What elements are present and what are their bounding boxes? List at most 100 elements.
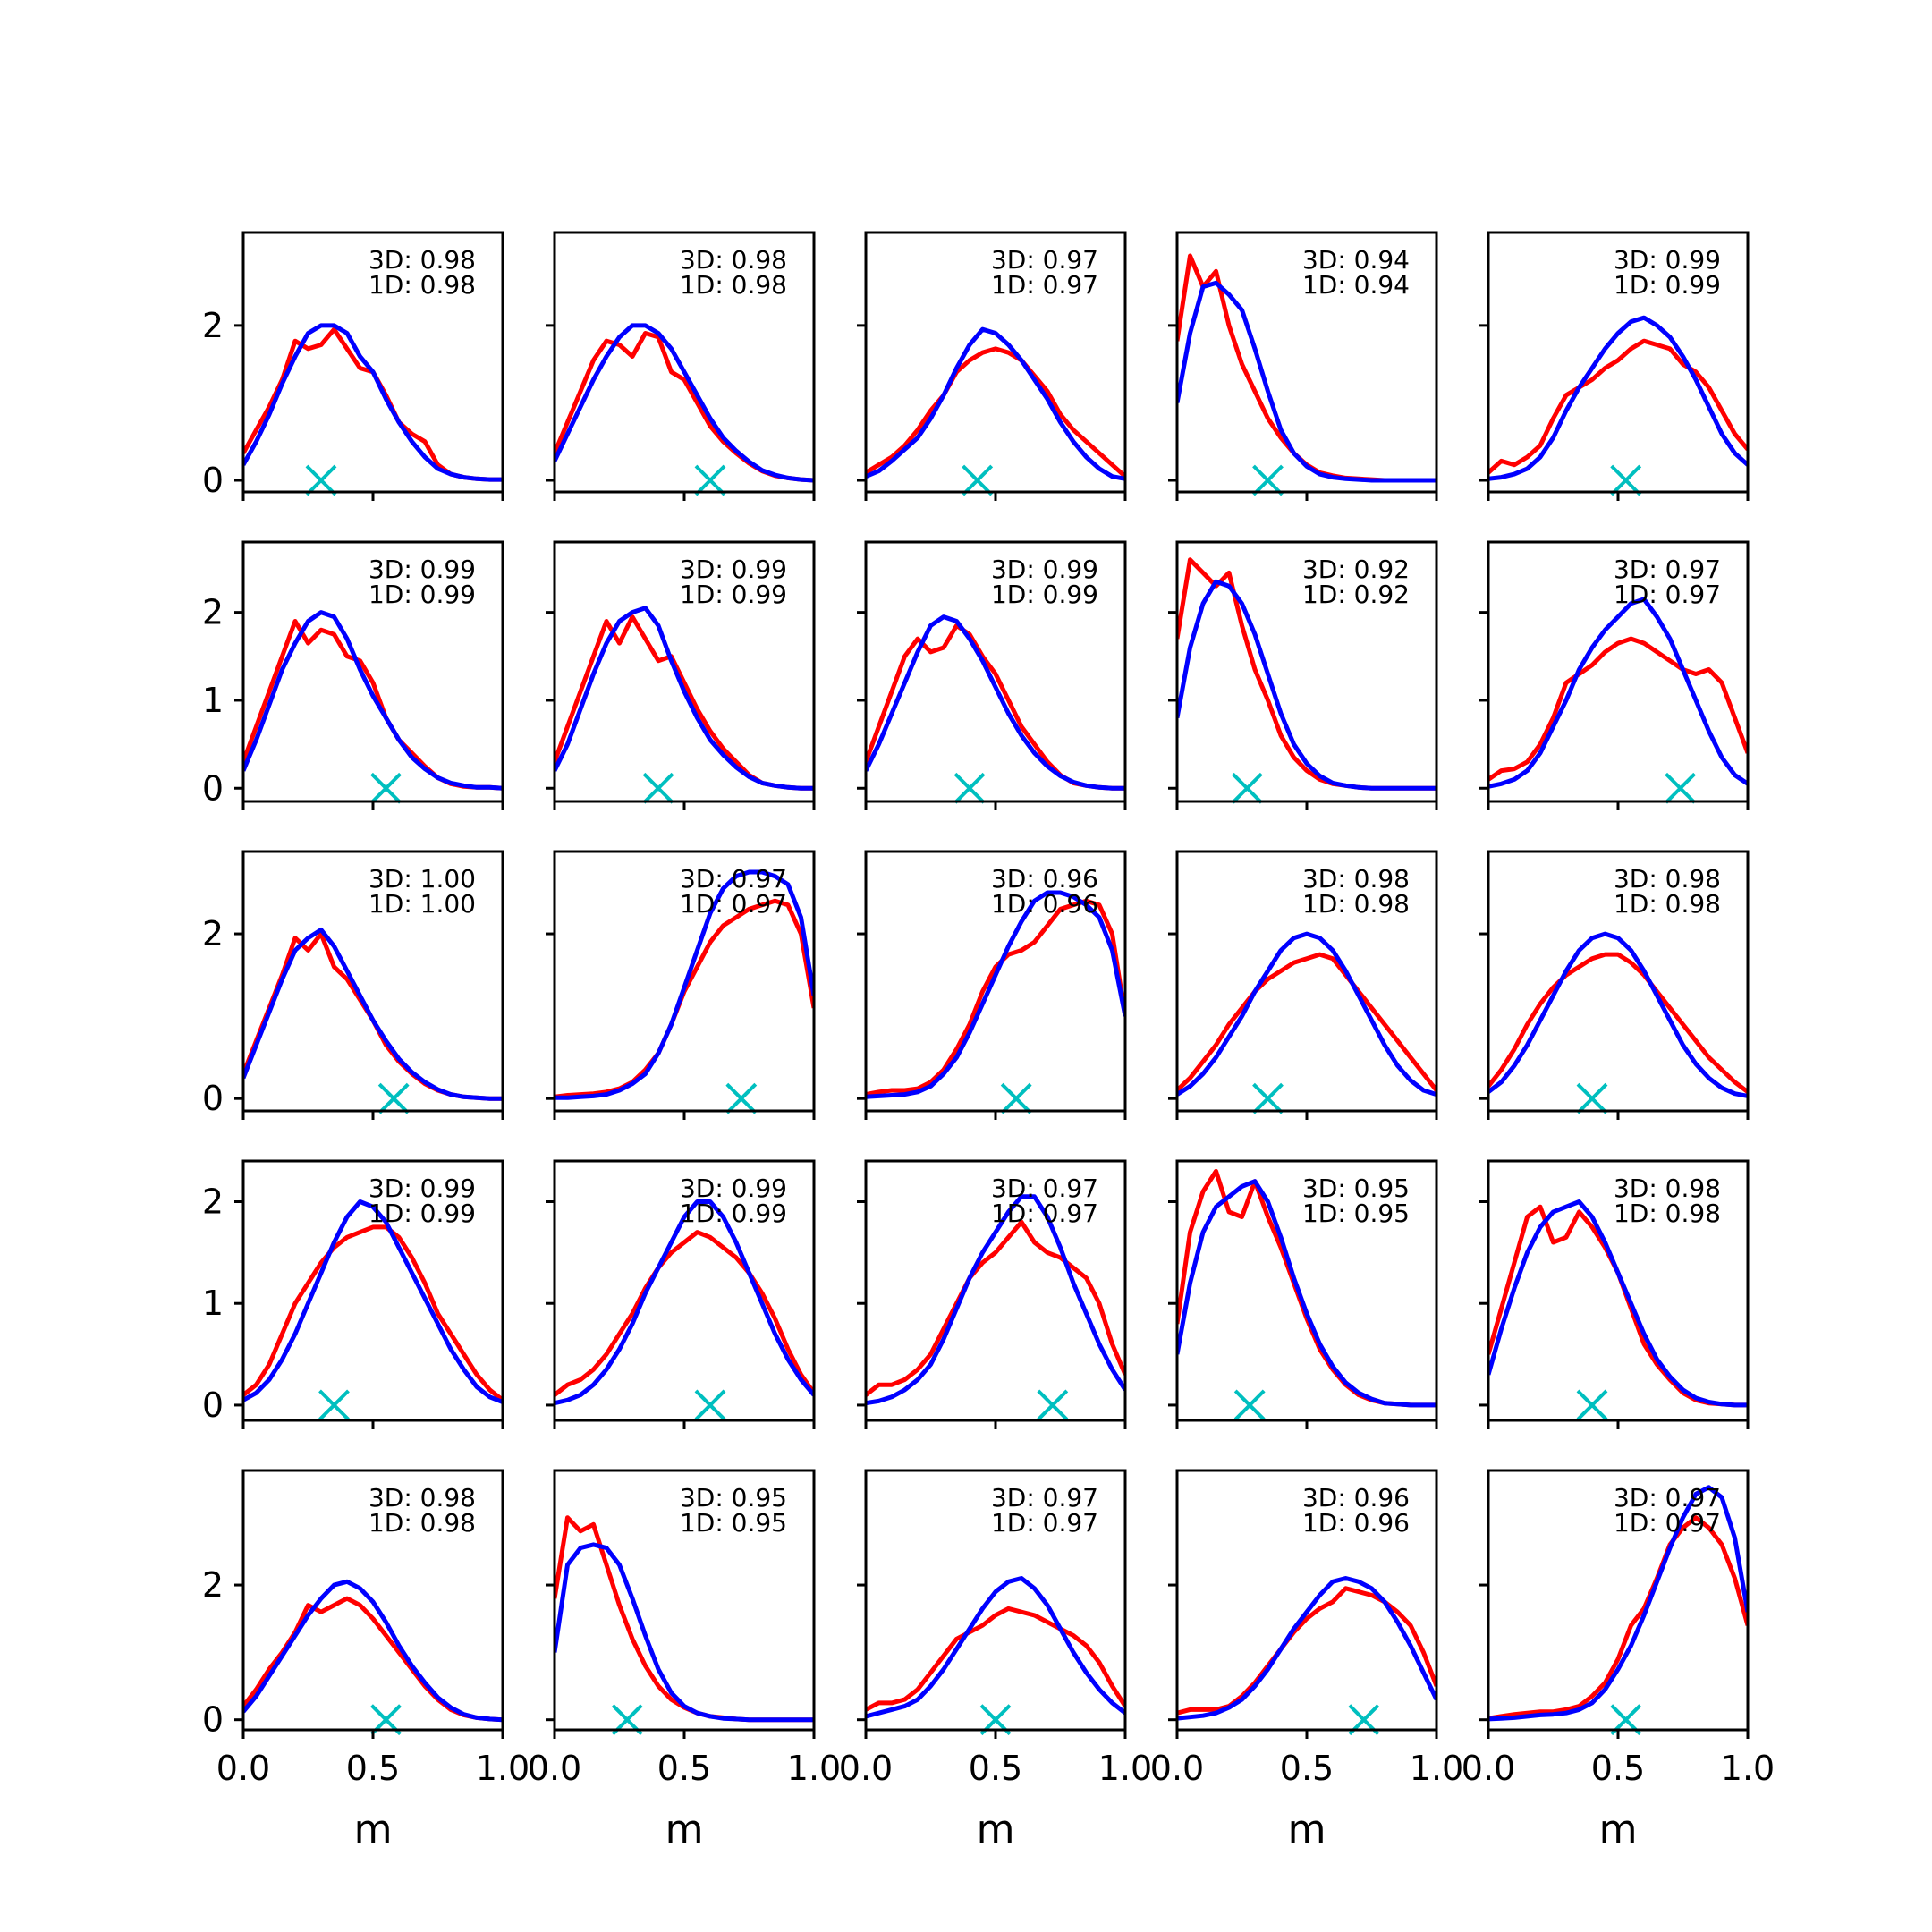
x-marker	[1000, 1082, 1032, 1114]
blue-curve	[243, 610, 503, 791]
blue-curve	[1177, 931, 1436, 1097]
y-tick-label: 0	[202, 768, 224, 808]
score-annotation: 1D: 0.99	[680, 1199, 787, 1228]
score-annotation: 1D: 0.98	[369, 270, 476, 300]
blue-curve	[1488, 315, 1748, 481]
red-curve	[555, 898, 814, 1099]
y-tick-label: 2	[202, 914, 224, 953]
score-annotation: 3D: 0.98	[1614, 864, 1721, 894]
x-tick-label: 1.0	[476, 1749, 530, 1788]
blue-curve	[555, 1542, 814, 1723]
blue-curve	[243, 1579, 503, 1723]
score-annotation: 3D: 0.99	[1614, 245, 1721, 275]
red-curve	[555, 614, 814, 791]
x-marker	[377, 1082, 410, 1114]
score-annotation: 1D: 0.98	[1614, 1199, 1721, 1228]
red-curve	[555, 1515, 814, 1723]
score-annotation: 3D: 0.98	[369, 1483, 476, 1513]
y-tick-label: 0	[202, 461, 224, 500]
score-annotation: 3D: 0.98	[1302, 864, 1410, 894]
x-axis-label: m	[977, 1807, 1015, 1852]
score-annotation: 3D: 0.99	[991, 555, 1098, 584]
x-marker	[1252, 1082, 1284, 1114]
score-annotation: 3D: 0.95	[1302, 1174, 1410, 1203]
x-axis-label: m	[1599, 1807, 1638, 1852]
x-tick-label: 0.5	[969, 1749, 1022, 1788]
blue-curve	[243, 928, 503, 1101]
y-tick-label: 2	[202, 593, 224, 632]
x-tick-label: 1.0	[1410, 1749, 1463, 1788]
score-annotation: 3D: 0.95	[680, 1483, 787, 1513]
x-marker	[318, 1389, 350, 1421]
score-annotation: 1D: 0.98	[369, 1508, 476, 1538]
score-annotation: 3D: 0.96	[991, 864, 1098, 894]
x-marker	[1252, 464, 1284, 496]
score-annotation: 3D: 0.99	[680, 1174, 787, 1203]
y-tick-label: 2	[202, 306, 224, 345]
blue-curve	[866, 614, 1125, 791]
score-annotation: 3D: 0.96	[1302, 1483, 1410, 1513]
score-annotation: 1D: 0.99	[1614, 270, 1721, 300]
red-curve	[866, 898, 1125, 1097]
x-marker	[962, 464, 994, 496]
x-marker	[1233, 1389, 1266, 1421]
x-marker	[1665, 772, 1697, 804]
score-annotation: 3D: 0.97	[991, 1174, 1098, 1203]
score-annotation: 3D: 0.94	[1302, 245, 1410, 275]
score-annotation: 1D: 0.97	[991, 1199, 1098, 1228]
score-annotation: 1D: 0.95	[680, 1508, 787, 1538]
score-annotation: 3D: 0.97	[680, 864, 787, 894]
score-annotation: 3D: 0.92	[1302, 555, 1410, 584]
x-marker	[1231, 772, 1263, 804]
blue-curve	[1488, 1485, 1748, 1722]
red-curve	[1488, 636, 1748, 782]
x-tick-label: 0.0	[1462, 1749, 1515, 1788]
x-marker	[725, 1082, 758, 1114]
score-annotation: 1D: 0.98	[1302, 889, 1410, 919]
x-marker	[642, 772, 674, 804]
score-annotation: 1D: 0.97	[1614, 1508, 1721, 1538]
score-annotation: 1D: 0.98	[1614, 889, 1721, 919]
red-curve	[243, 326, 503, 482]
y-tick-label: 2	[202, 1182, 224, 1221]
x-tick-label: 1.0	[1721, 1749, 1775, 1788]
y-tick-label: 0	[202, 1079, 224, 1118]
blue-curve	[555, 606, 814, 791]
y-tick-label: 0	[202, 1700, 224, 1740]
score-annotation: 1D: 0.92	[1302, 580, 1410, 609]
y-tick-label: 1	[202, 1284, 224, 1323]
blue-curve	[1488, 1199, 1748, 1408]
x-marker	[694, 1389, 726, 1421]
score-annotation: 3D: 0.97	[991, 1483, 1098, 1513]
x-tick-label: 0.5	[657, 1749, 711, 1788]
score-annotation: 1D: 0.99	[369, 1199, 476, 1228]
score-annotation: 3D: 0.98	[680, 245, 787, 275]
red-curve	[243, 1224, 503, 1402]
blue-curve	[1177, 1179, 1436, 1408]
score-annotation: 1D: 0.96	[991, 889, 1098, 919]
x-tick-label: 1.0	[787, 1749, 841, 1788]
x-marker	[1037, 1389, 1069, 1421]
red-curve	[1177, 952, 1436, 1092]
x-tick-label: 0.5	[1280, 1749, 1334, 1788]
blue-curve	[1177, 579, 1436, 791]
red-curve	[866, 346, 1125, 479]
red-curve	[555, 331, 814, 483]
score-annotation: 1D: 0.95	[1302, 1199, 1410, 1228]
red-curve	[555, 1230, 814, 1397]
x-marker	[305, 464, 337, 496]
blue-curve	[866, 1194, 1125, 1406]
blue-curve	[866, 326, 1125, 481]
red-curve	[1488, 952, 1748, 1094]
